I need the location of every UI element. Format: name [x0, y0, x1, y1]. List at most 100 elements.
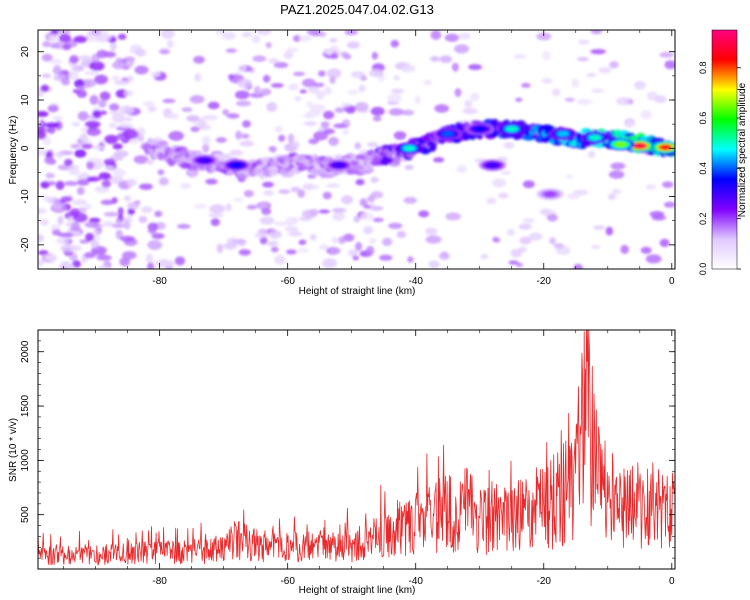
spectrogram-noise-cell: [79, 133, 89, 143]
spectrogram-noise-cell: [372, 217, 384, 223]
spectrogram-noise-cell: [123, 195, 132, 201]
spectrogram-noise-cell: [291, 141, 300, 148]
spectrogram-noise-cell: [268, 145, 277, 152]
spectrogram-noise-cell: [508, 260, 519, 265]
spectrogram-noise-cell: [226, 237, 239, 246]
spectrogram-noise-cell: [325, 183, 341, 188]
spectrogram-noise-cell: [546, 213, 558, 222]
spectrogram-noise-cell: [645, 184, 657, 190]
snr-x-label: Height of straight line (km): [299, 585, 416, 596]
spectrogram-noise-cell: [297, 247, 309, 253]
spectrogram-noise-cell: [181, 107, 193, 112]
spectrogram-heatmap: [38, 30, 675, 269]
spectrogram-noise-cell: [445, 212, 461, 221]
spectrogram-x-tick-label: -20: [537, 276, 552, 287]
colorbar-ticks: 0.0 0.2 0.4 0.6 0.8: [698, 61, 741, 275]
spectrogram-noise-cell: [360, 212, 374, 221]
spectrogram-noise-cell: [610, 162, 626, 170]
spectrogram-noise-cell: [67, 265, 75, 269]
spectrogram-noise-cell: [99, 91, 111, 101]
spectrogram-noise-cell: [162, 98, 176, 104]
spectrogram-noise-cell: [297, 189, 306, 198]
spectrogram-noise-cell: [252, 55, 267, 62]
colorbar-tick-label: 0.0: [698, 263, 708, 276]
spectrogram-noise-cell: [439, 55, 453, 63]
spectrogram-noise-cell: [47, 105, 59, 113]
spectrogram-noise-cell: [83, 70, 99, 76]
snr-x-tick-label: -60: [280, 576, 295, 587]
spectrogram-noise-cell: [268, 58, 280, 64]
spectrogram-noise-cell: [298, 239, 307, 246]
spectrogram-noise-cell: [119, 257, 131, 267]
colorbar: 0.0 0.2 0.4 0.6 0.8 Normalized spectral ampl…: [698, 29, 748, 275]
spectrogram-noise-cell: [298, 35, 313, 42]
spectrogram-noise-cell: [288, 230, 303, 237]
spectrogram-noise-cell: [262, 74, 271, 83]
spectrogram-noise-cell: [70, 208, 81, 216]
spectrogram-noise-cell: [464, 99, 473, 109]
spectrogram-noise-cell: [352, 255, 359, 261]
spectrogram-noise-cell: [84, 252, 96, 259]
spectrogram-noise-cell: [125, 57, 135, 68]
spectrogram-noise-cell: [370, 106, 385, 116]
spectrogram-noise-cell: [451, 62, 459, 72]
spectrogram-noise-cell: [225, 203, 232, 212]
spectrogram-noise-cell: [577, 39, 590, 45]
spectrogram-noise-cell: [70, 221, 81, 232]
spectrogram-noise-cell: [283, 51, 294, 60]
spectrogram-noise-cell: [365, 245, 375, 256]
spectrogram-noise-cell: [590, 30, 603, 35]
spectrogram-noise-cell: [318, 209, 331, 214]
spectrogram-y-tick-label: 20: [20, 46, 31, 58]
spectrogram-noise-cell: [73, 35, 88, 43]
spectrogram-noise-cell: [430, 55, 440, 62]
spectrogram-noise-cell: [663, 201, 675, 208]
spectrogram-noise-cell: [341, 194, 354, 205]
spectrogram-ridge-cell: [219, 153, 232, 162]
spectrogram-noise-cell: [425, 235, 442, 244]
spectrogram-noise-cell: [109, 41, 117, 51]
spectrogram-noise-cell: [425, 227, 438, 236]
spectrogram-noise-cell: [87, 157, 103, 163]
spectrogram-noise-cell: [126, 179, 136, 187]
spectrogram-hotspot: [441, 131, 454, 137]
spectrogram-noise-cell: [81, 143, 94, 150]
spectrogram-noise-cell: [227, 74, 235, 80]
spectrogram-ridge-cell: [258, 172, 265, 177]
spectrogram-noise-cell: [330, 248, 341, 254]
colorbar-tick-label: 0.8: [698, 61, 708, 74]
spectrogram-noise-cell: [506, 228, 515, 237]
spectrogram-noise-cell: [329, 76, 336, 84]
spectrogram-noise-cell: [68, 169, 81, 176]
spectrogram-noise-cell: [285, 249, 297, 255]
spectrogram-noise-cell: [284, 226, 299, 232]
spectrogram-noise-cell: [97, 250, 106, 256]
spectrogram-noise-cell: [97, 265, 109, 269]
spectrogram-noise-cell: [69, 55, 79, 64]
spectrogram-noise-cell: [640, 246, 652, 254]
spectrogram-noise-cell: [92, 109, 102, 118]
spectrogram-noise-cell: [486, 197, 497, 205]
spectrogram-noise-cell: [407, 256, 414, 263]
spectrogram-noise-cell: [313, 130, 329, 141]
spectrogram-noise-cell: [363, 204, 371, 209]
spectrogram-noise-cell: [552, 88, 561, 97]
spectrogram-noise-cell: [45, 254, 58, 262]
spectrogram-noise-cell: [94, 74, 108, 85]
spectrogram-noise-cell: [342, 129, 350, 135]
spectrogram-noise-cell: [480, 253, 489, 260]
spectrogram-x-tick-label: -80: [152, 276, 167, 287]
spectrogram-noise-cell: [254, 233, 268, 239]
spectrogram-noise-cell: [423, 79, 432, 86]
spectrogram-noise-cell: [186, 115, 200, 122]
spectrogram-noise-cell: [98, 99, 107, 108]
spectrogram-noise-cell: [468, 64, 482, 71]
spectrogram-noise-cell: [303, 113, 315, 119]
spectrogram-noise-cell: [323, 110, 335, 120]
spectrogram-noise-cell: [454, 88, 462, 97]
spectrogram-noise-cell: [497, 192, 509, 199]
spectrogram-noise-cell: [273, 221, 287, 227]
spectrogram-noise-cell: [161, 30, 175, 40]
spectrogram-ridge-cell: [301, 158, 311, 165]
